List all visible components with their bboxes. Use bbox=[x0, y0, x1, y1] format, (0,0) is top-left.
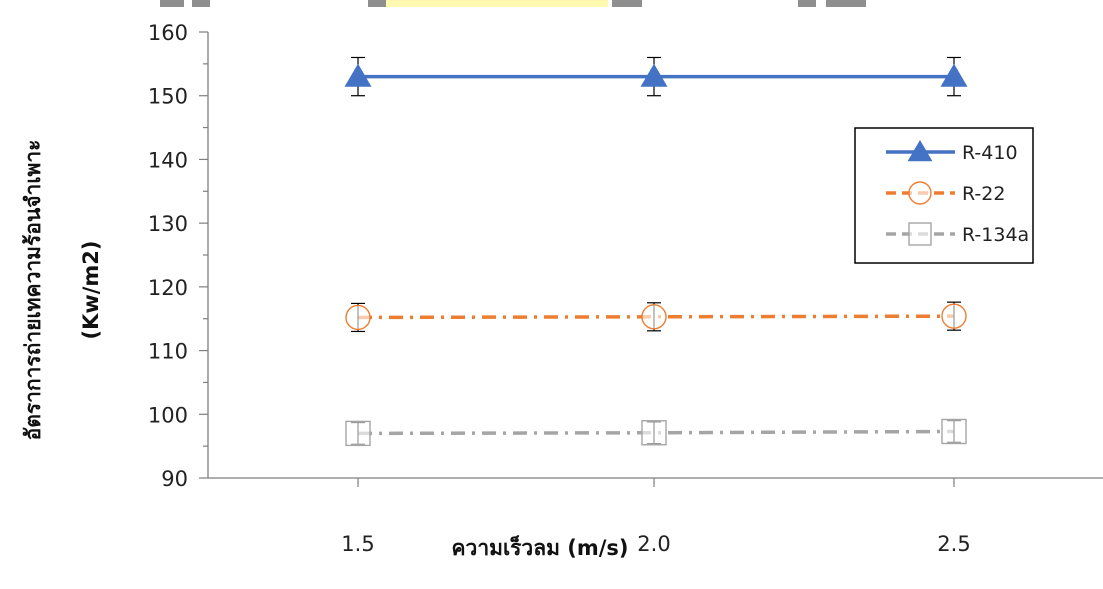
x-tick-label: 1.5 bbox=[341, 532, 374, 556]
series-line bbox=[357, 429, 955, 436]
marker-circle bbox=[941, 303, 967, 329]
marker-square bbox=[345, 420, 371, 447]
marker-triangle bbox=[907, 140, 933, 162]
y-tick-label: 100 bbox=[148, 403, 188, 427]
marker-square bbox=[941, 418, 967, 445]
marker-triangle bbox=[640, 63, 668, 87]
x-axis-ticks: 1.5 2.0 2.5 bbox=[341, 478, 971, 556]
legend-label: R-134a bbox=[962, 224, 1029, 246]
y-tick-label: 90 bbox=[161, 467, 188, 491]
y-tick-label: 120 bbox=[148, 276, 188, 300]
top-cropped-fragments bbox=[160, 0, 866, 7]
marker-triangle bbox=[940, 63, 968, 87]
marker-circle bbox=[908, 181, 932, 205]
y-axis-ticks: 90 100 110 120 130 140 150 160 bbox=[148, 21, 208, 491]
y-tick-label: 160 bbox=[148, 21, 188, 45]
marker-square bbox=[908, 222, 932, 246]
y-axis-title-line-1: อัตราการถ่ายเทความร้อนจำเพาะ bbox=[21, 140, 45, 441]
marker-circle bbox=[641, 304, 667, 330]
y-axis-title-line-2: (Kw/m2) bbox=[79, 240, 103, 339]
y-tick-label: 140 bbox=[148, 148, 188, 172]
y-tick-label: 150 bbox=[148, 85, 188, 109]
marker-circle bbox=[345, 304, 371, 331]
y-tick-label: 110 bbox=[148, 340, 188, 364]
series-line bbox=[357, 314, 955, 320]
series-R-134a bbox=[345, 418, 967, 447]
x-axis-title: ความเร็วลม (m/s) bbox=[452, 534, 629, 560]
y-tick-label: 130 bbox=[148, 212, 188, 236]
marker-square bbox=[641, 420, 667, 446]
legend: R-410 R-22 R-134a bbox=[854, 127, 1034, 264]
x-tick-label: 2.5 bbox=[937, 532, 970, 556]
legend-label: R-410 bbox=[962, 142, 1018, 164]
series-group bbox=[344, 56, 968, 447]
legend-label: R-22 bbox=[962, 183, 1005, 205]
series-R-410 bbox=[344, 56, 968, 97]
marker-triangle bbox=[344, 63, 372, 87]
x-tick-label: 2.0 bbox=[637, 532, 670, 556]
series-R-22 bbox=[345, 301, 967, 333]
y-axis-title: อัตราการถ่ายเทความร้อนจำเพาะ (Kw/m2) bbox=[21, 140, 103, 441]
